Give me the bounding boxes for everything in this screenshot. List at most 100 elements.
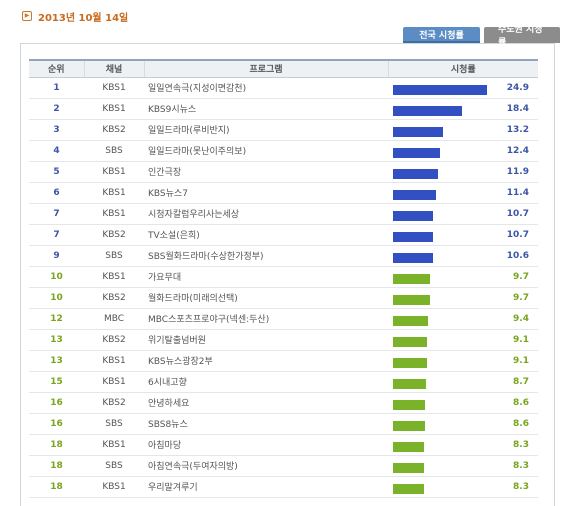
rank-cell: 18 [29, 455, 84, 477]
rating-value: 18.4 [506, 103, 529, 114]
channel-cell: SBS [84, 455, 144, 477]
program-cell: SBS월화드라마(수상한가정부) [144, 245, 388, 267]
header-program: 프로그램 [143, 59, 388, 78]
rating-value: 24.9 [506, 82, 529, 93]
channel-cell: KBS1 [84, 350, 144, 372]
rating-cell: 9.7 [388, 266, 538, 288]
program-cell: 안녕하세요 [144, 392, 388, 414]
rating-cell: 18.4 [388, 98, 538, 120]
rating-bar [393, 336, 427, 347]
rating-bar [393, 378, 426, 389]
chevron-right-icon: ▶ [22, 11, 32, 21]
rating-value: 10.7 [506, 208, 529, 219]
program-cell: 아침연속극(두여자의방) [144, 455, 388, 477]
rating-cell: 10.6 [388, 245, 538, 267]
rating-value: 9.1 [513, 355, 529, 366]
rating-value: 11.9 [506, 166, 529, 177]
tab-national-ratings[interactable]: 전국 시청률 [403, 27, 480, 43]
rating-cell: 8.3 [388, 434, 538, 456]
rating-bar [393, 231, 433, 242]
channel-cell: KBS2 [84, 287, 144, 309]
rank-cell: 16 [29, 413, 84, 435]
rating-bar [393, 357, 427, 368]
rating-bar [393, 399, 425, 410]
table-row: 7 KBS2 TV소설(은희) 10.7 [29, 224, 538, 246]
rating-cell: 11.9 [388, 161, 538, 183]
program-cell: 6시내고향 [144, 371, 388, 393]
rating-value: 8.3 [513, 460, 529, 471]
rating-cell: 11.4 [388, 182, 538, 204]
channel-cell: KBS1 [84, 266, 144, 288]
table-row: 10 KBS2 월화드라마(미래의선택) 9.7 [29, 287, 538, 309]
program-cell: 우리말겨루기 [144, 476, 388, 498]
rating-cell: 8.7 [388, 371, 538, 393]
header-channel: 채널 [83, 59, 144, 78]
rating-value: 10.6 [506, 250, 529, 261]
table-row: 18 KBS1 우리말겨루기 8.3 [29, 476, 538, 498]
table-row: 15 KBS1 6시내고향 8.7 [29, 371, 538, 393]
rank-cell: 10 [29, 266, 84, 288]
program-cell: KBS9시뉴스 [144, 98, 388, 120]
rating-cell: 24.9 [388, 77, 538, 99]
header-rating: 시청률 [387, 59, 538, 78]
rating-bar [393, 273, 430, 284]
rating-value: 9.4 [513, 313, 529, 324]
rating-bar [393, 126, 443, 137]
channel-cell: KBS2 [84, 224, 144, 246]
rank-cell: 7 [29, 224, 84, 246]
rating-bar [393, 462, 424, 473]
table-row: 5 KBS1 인간극장 11.9 [29, 161, 538, 183]
rank-cell: 1 [29, 77, 84, 99]
program-cell: 위기탈출넘버원 [144, 329, 388, 351]
rank-cell: 3 [29, 119, 84, 141]
rank-cell: 18 [29, 476, 84, 498]
channel-cell: SBS [84, 140, 144, 162]
rating-cell: 9.1 [388, 350, 538, 372]
rating-value: 8.7 [513, 376, 529, 387]
table-row: 1 KBS1 일일연속극(지성이면감천) 24.9 [29, 77, 538, 99]
channel-cell: KBS2 [84, 119, 144, 141]
rank-cell: 12 [29, 308, 84, 330]
program-cell: KBS뉴스광장2부 [144, 350, 388, 372]
rating-bar [393, 483, 424, 494]
rank-cell: 13 [29, 350, 84, 372]
rating-bar [393, 168, 438, 179]
rank-cell: 18 [29, 434, 84, 456]
program-cell: 아침마당 [144, 434, 388, 456]
program-cell: MBC스포츠프로야구(넥센:두산) [144, 308, 388, 330]
channel-cell: KBS1 [84, 434, 144, 456]
channel-cell: KBS1 [84, 98, 144, 120]
rank-cell: 10 [29, 287, 84, 309]
rating-cell: 13.2 [388, 119, 538, 141]
rating-cell: 12.4 [388, 140, 538, 162]
rating-value: 8.3 [513, 481, 529, 492]
program-cell: TV소설(은희) [144, 224, 388, 246]
rank-cell: 7 [29, 203, 84, 225]
rating-bar [393, 105, 462, 116]
rating-cell: 10.7 [388, 224, 538, 246]
rating-cell: 10.7 [388, 203, 538, 225]
rating-cell: 9.4 [388, 308, 538, 330]
table-row: 13 KBS2 위기탈출넘버원 9.1 [29, 329, 538, 351]
ratings-table: 순위 채널 프로그램 시청률 1 KBS1 일일연속극(지성이면감천) 24.9 2 KB… [29, 59, 538, 498]
table-row: 13 KBS1 KBS뉴스광장2부 9.1 [29, 350, 538, 372]
table-row: 12 MBC MBC스포츠프로야구(넥센:두산) 9.4 [29, 308, 538, 330]
tab-capital-area-ratings[interactable]: 수도권 시청률 [484, 25, 560, 48]
rating-cell: 8.3 [388, 476, 538, 498]
table-row: 16 SBS SBS8뉴스 8.6 [29, 413, 538, 435]
table-row: 18 SBS 아침연속극(두여자의방) 8.3 [29, 455, 538, 477]
table-header-row: 순위 채널 프로그램 시청률 [29, 59, 538, 78]
rank-cell: 15 [29, 371, 84, 393]
table-row: 9 SBS SBS월화드라마(수상한가정부) 10.6 [29, 245, 538, 267]
rating-bar [393, 84, 487, 95]
channel-cell: KBS1 [84, 371, 144, 393]
channel-cell: KBS1 [84, 203, 144, 225]
channel-cell: KBS2 [84, 392, 144, 414]
rating-value: 8.6 [513, 418, 529, 429]
program-cell: 일일연속극(지성이면감천) [144, 77, 388, 99]
rating-value: 13.2 [506, 124, 529, 135]
program-cell: 가요무대 [144, 266, 388, 288]
rating-value: 9.7 [513, 271, 529, 282]
rating-value: 11.4 [506, 187, 529, 198]
channel-cell: SBS [84, 413, 144, 435]
